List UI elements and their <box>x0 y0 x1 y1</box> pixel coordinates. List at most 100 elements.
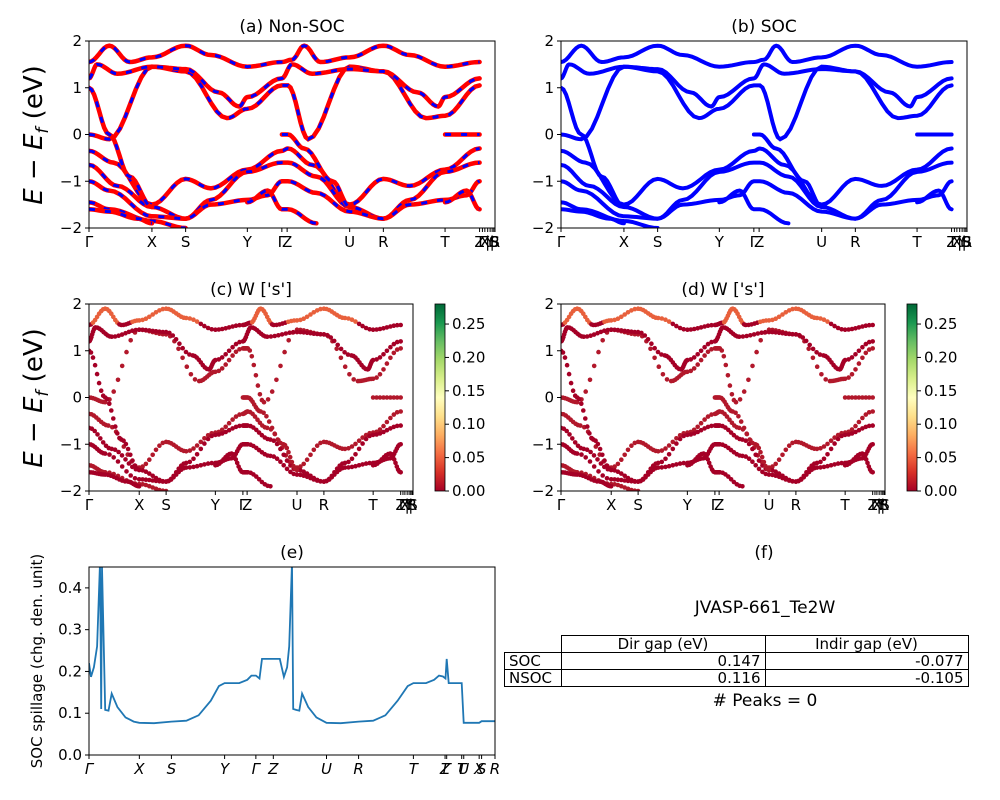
scatter-point <box>744 333 749 339</box>
scatter-point <box>269 389 275 394</box>
scatter-point <box>132 463 138 468</box>
y-tick-label: 1 <box>544 79 554 97</box>
scatter-point <box>866 347 872 352</box>
scatter-point <box>655 460 661 466</box>
scatter-point <box>209 433 214 439</box>
scatter-point <box>691 431 697 436</box>
scatter-point <box>370 432 376 438</box>
scatter-point <box>729 392 735 397</box>
x-tick-label: X <box>400 496 410 514</box>
panel-a-bands <box>89 43 482 228</box>
scatter-point <box>349 444 355 449</box>
band-line-soc <box>561 200 660 228</box>
x-tick-label: Y <box>714 233 725 251</box>
scatter-point <box>570 388 576 394</box>
scatter-point <box>381 367 386 372</box>
scatter-point <box>391 323 397 329</box>
scatter-point <box>806 346 811 352</box>
y-tick-label: −1 <box>532 435 554 453</box>
scatter-point <box>398 470 404 475</box>
scatter-point <box>274 377 279 383</box>
scatter-point <box>773 461 778 467</box>
scatter-point <box>384 419 390 425</box>
scatter-point <box>377 372 383 377</box>
scatter-point <box>664 377 670 382</box>
panel-a-title: (a) Non-SOC <box>239 17 344 37</box>
table-row-label: NSOC <box>504 669 562 687</box>
x-tick-label: | <box>880 496 885 514</box>
scatter-point <box>287 454 293 460</box>
scatter-point <box>786 443 792 449</box>
x-tick-label: Γ <box>557 233 566 251</box>
table-row: SOC 0.147 -0.077 <box>504 652 969 670</box>
x-tick-label: Z <box>396 496 406 514</box>
scatter-point <box>670 439 676 445</box>
scatter-point <box>588 449 593 455</box>
scatter-point <box>776 471 782 476</box>
x-tick-label: Γ <box>85 496 94 514</box>
scatter-point <box>353 319 358 324</box>
scatter-point <box>674 441 679 446</box>
scatter-point <box>681 460 686 466</box>
scatter-point <box>230 344 235 350</box>
scatter-point <box>706 460 712 466</box>
scatter-point <box>308 312 313 317</box>
scatter-point <box>746 441 752 447</box>
scatter-point <box>595 457 600 462</box>
scatter-point <box>615 461 621 467</box>
scatter-point <box>583 416 588 421</box>
scatter-point <box>150 312 155 317</box>
scatter-point <box>102 451 108 456</box>
scatter-point <box>863 350 869 356</box>
scatter-point <box>125 446 131 452</box>
scatter-point <box>398 423 404 428</box>
x-tick-label: Y <box>210 496 221 514</box>
scatter-point <box>863 412 869 417</box>
scatter-point <box>188 372 194 377</box>
scatter-point <box>216 327 222 332</box>
scatter-point <box>370 357 376 363</box>
scatter-point <box>363 461 369 466</box>
scatter-point <box>783 447 789 453</box>
scatter-point <box>670 463 676 468</box>
scatter-point <box>202 436 207 441</box>
band-line-soc <box>717 188 791 226</box>
scatter-point <box>111 389 116 394</box>
scatter-point <box>205 325 211 331</box>
scatter-point <box>147 477 152 483</box>
x-tick-label: X <box>480 233 490 251</box>
scatter-point <box>191 456 196 462</box>
x-tick-label: Y <box>957 233 968 251</box>
scatter-point <box>814 446 820 452</box>
scatter-point <box>856 348 862 354</box>
scatter-point <box>136 318 142 323</box>
x-tick-label: Γ <box>750 233 759 251</box>
scatter-point <box>821 464 827 470</box>
scatter-point <box>625 329 631 334</box>
scatter-point <box>119 332 125 337</box>
scatter-point <box>223 424 228 430</box>
panel-e-ylabel: SOC spillage (chg. den. unit) <box>28 554 46 769</box>
scatter-point <box>702 353 707 358</box>
scatter-point <box>753 452 758 458</box>
scatter-point <box>659 448 665 453</box>
scatter-point <box>377 355 383 360</box>
scatter-point <box>268 484 273 489</box>
scatter-point <box>187 316 193 321</box>
x-tick-label: U <box>344 233 355 251</box>
scatter-point <box>783 310 789 315</box>
scatter-point <box>790 479 795 484</box>
scatter-point <box>121 438 126 444</box>
scatter-point <box>605 327 611 333</box>
scatter-point <box>743 438 749 444</box>
scatter-point <box>360 462 365 467</box>
scatter-point <box>360 441 365 446</box>
band-line-soc-dashed <box>89 146 480 207</box>
scatter-point <box>780 452 785 458</box>
scatter-point <box>866 339 872 345</box>
scatter-point <box>766 329 772 335</box>
x-tick-label: T <box>409 760 420 778</box>
scatter-point <box>564 362 570 368</box>
x-tick-label: Γ <box>85 233 94 251</box>
